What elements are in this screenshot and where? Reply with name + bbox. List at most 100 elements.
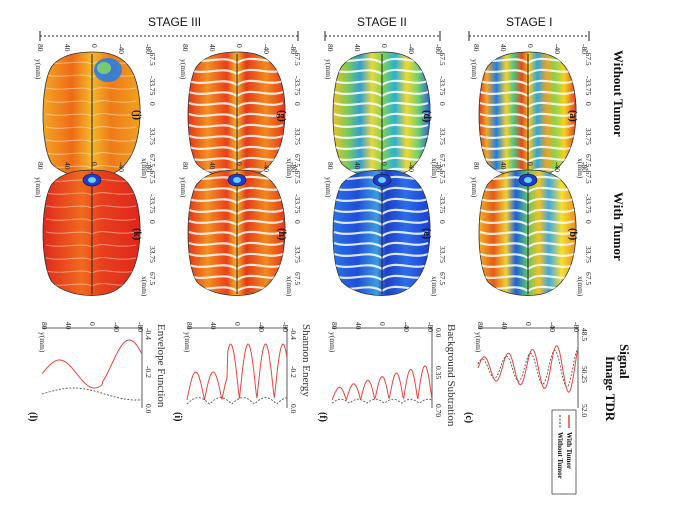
header-without-tumor: Without Tumor [611, 50, 626, 137]
y-tick-label: 0 [526, 44, 535, 48]
y-tick-label: -80 [289, 162, 298, 172]
series-with-tumor [477, 345, 579, 393]
brain-panel-g: -67.5 -33.75 0 33.75 67.5 80 40 0 -40 -80 y(mm) x(m… [179, 44, 302, 179]
y-tick-label: -40 [262, 162, 271, 172]
panel-label-b: (b) [567, 228, 578, 240]
signal-title: Background Subtration [445, 324, 457, 427]
y-tick-label: -80 [136, 322, 145, 332]
tumor-core [524, 177, 532, 183]
stage-2-label: STAGE II [357, 15, 407, 29]
x-tick-label: 67.5 [293, 272, 302, 285]
y-tick-label: -40 [553, 44, 562, 54]
y-tick-label: 40 [353, 44, 362, 52]
x-tick-label: 0 [293, 220, 302, 224]
x-tick-label: 67.5 [584, 272, 593, 285]
y-tick-label: 40 [209, 322, 218, 330]
y-tick-label: 40 [500, 322, 509, 330]
series-without-tumor [41, 387, 142, 401]
signal-panel-f: 0.0 0.35 0.70 80 40 0 -40 -80 y(mm) Background Su… [317, 322, 457, 427]
x-tick-label: -67.5 [148, 168, 157, 184]
x-tick-label: 33.75 [584, 128, 593, 145]
cool-region-core [97, 62, 111, 74]
brain-panels: -67.5 -33.75 0 33.75 67.5 80 40 0 -40 -80 y(mm) x(m… [34, 44, 593, 297]
x-tick-label: -33.75 [584, 76, 593, 96]
legend-without-label: Without Tumor [556, 432, 564, 479]
x-tick-label: -67.5 [438, 168, 447, 184]
tumor-core [88, 177, 96, 183]
y-axis-label: y(mm) [34, 177, 43, 198]
y-tick-label: -40 [553, 162, 562, 172]
stage-headers: STAGE III STAGE II STAGE I [39, 15, 590, 41]
signal-title: Shannon Energy [300, 324, 312, 397]
y-tick-label: 0 [235, 162, 244, 166]
signal-panel-c: 48.5 50.25 52.0 80 40 0 -40 -80 y(mm) (c) [463, 322, 589, 423]
y-axis-label: y(mm) [470, 177, 479, 198]
series-without-tumor [331, 398, 433, 404]
x-tick-label: 33.75 [584, 246, 593, 263]
y-tick-label: 80 [472, 44, 481, 52]
x-tick-label: -67.5 [584, 50, 593, 66]
tumor-core [233, 177, 241, 183]
brain-panel-k: -67.5 -33.75 0 33.75 67.5 80 40 0 -40 -80 y(mm) x(m… [34, 162, 157, 297]
y-tick-label: -80 [426, 322, 435, 332]
x-tick-label: 67.5 [148, 154, 157, 167]
x-axis-label: x(mm) [285, 276, 294, 297]
y-tick-label: -80 [144, 162, 153, 172]
x-tick-label: 33.75 [438, 246, 447, 263]
panel-label-k: (k) [131, 228, 142, 240]
y-tick-label: 40 [499, 162, 508, 170]
value-tick-label: -0.2 [144, 366, 153, 378]
y-tick-label: 0 [90, 162, 99, 166]
x-tick-label: -33.75 [148, 194, 157, 214]
y-tick-label: 40 [64, 322, 73, 330]
stage-3-label: STAGE III [148, 15, 201, 29]
brain-panel-j: -67.5 -33.75 0 33.75 67.5 80 40 0 -40 -80 y(mm) x(m… [34, 44, 157, 179]
y-tick-label: -40 [117, 44, 126, 54]
y-axis-label: y(mm) [328, 332, 337, 353]
brain-panel-d: -67.5 -33.75 0 33.75 67.5 80 40 0 -40 -80 y(mm) x(m… [324, 44, 447, 179]
signal-title: Envelope Function [155, 324, 167, 408]
value-tick-label: 0.0 [434, 328, 443, 338]
x-axis-label: x(mm) [576, 158, 585, 179]
y-tick-label: -80 [580, 162, 589, 172]
x-tick-label: 67.5 [148, 272, 157, 285]
y-tick-label: 80 [330, 322, 339, 330]
y-axis-label: y(mm) [179, 177, 188, 198]
value-tick-label: 0.35 [434, 366, 443, 379]
x-tick-label: 0 [438, 220, 447, 224]
x-tick-label: 0 [584, 102, 593, 106]
y-tick-label: 80 [36, 162, 45, 170]
y-tick-label: 0 [235, 44, 244, 48]
brain-panel-b: -67.5 -33.75 0 33.75 67.5 80 40 0 -40 -80 y(mm) x(m… [470, 162, 593, 297]
x-axis-label: x(mm) [430, 158, 439, 179]
x-tick-label: -33.75 [438, 194, 447, 214]
y-axis-label: y(mm) [474, 332, 483, 353]
series-with-tumor [186, 343, 288, 401]
legend: With Tumor Without Tumor [551, 409, 577, 495]
y-axis-label: y(mm) [324, 177, 333, 198]
x-tick-label: 33.75 [293, 246, 302, 263]
panel-label-l: (l) [27, 412, 38, 421]
x-tick-label: -67.5 [293, 50, 302, 66]
x-axis-label: x(mm) [140, 276, 149, 297]
panel-label-c: (c) [463, 412, 474, 423]
x-axis-label: x(mm) [576, 276, 585, 297]
y-tick-label: -40 [407, 44, 416, 54]
header-image-tdr: Image TDR [603, 356, 618, 422]
y-tick-label: 80 [326, 44, 335, 52]
signal-panel-l: -0.4 -0.2 0.0 80 40 0 -40 -80 y(mm) Envelope Func… [27, 322, 167, 421]
panel-label-h: (h) [276, 228, 287, 240]
y-tick-label: 0 [524, 322, 533, 326]
value-tick-label: -0.4 [144, 328, 153, 340]
panel-label-i: (i) [172, 412, 183, 421]
y-tick-label: -40 [548, 322, 557, 332]
x-tick-label: -33.75 [148, 76, 157, 96]
y-axis-label: y(mm) [34, 59, 43, 80]
x-tick-label: -33.75 [293, 76, 302, 96]
x-tick-label: 33.75 [438, 128, 447, 145]
y-axis-label: y(mm) [324, 59, 333, 80]
x-tick-label: 67.5 [438, 154, 447, 167]
y-tick-label: -80 [434, 162, 443, 172]
x-axis-label: x(mm) [430, 276, 439, 297]
